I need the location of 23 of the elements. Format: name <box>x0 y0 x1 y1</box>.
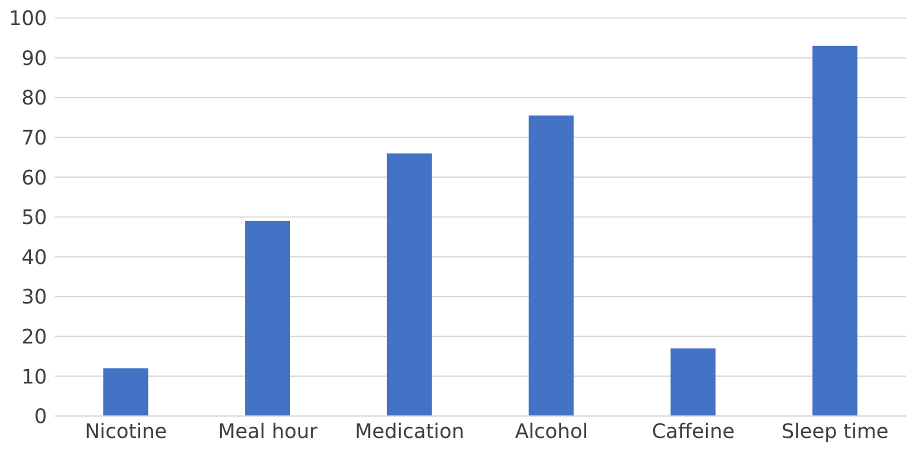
bar <box>103 368 148 416</box>
y-tick-label: 60 <box>22 165 47 190</box>
bar <box>670 348 716 416</box>
x-tick-label: Medication <box>354 419 464 444</box>
y-tick-label: 70 <box>22 126 47 150</box>
x-tick-label: Caffeine <box>652 419 735 444</box>
bar <box>245 220 290 416</box>
bar <box>528 116 574 416</box>
y-tick-label: 0 <box>34 404 47 428</box>
x-tick-label: Alcohol <box>514 419 588 444</box>
y-tick-label: 50 <box>22 205 47 230</box>
y-tick-label: 90 <box>22 46 47 70</box>
y-tick-label: 80 <box>22 86 47 110</box>
x-tick-label: Nicotine <box>84 419 167 444</box>
y-tick-label: 100 <box>8 6 47 30</box>
y-tick-label: 20 <box>22 324 47 348</box>
y-tick-label: 10 <box>22 364 47 388</box>
x-tick-label: Meal hour <box>218 419 318 444</box>
x-tick-label: Sleep time <box>782 419 889 444</box>
y-tick-label: 30 <box>22 284 47 309</box>
y-tick-label: 40 <box>22 244 47 269</box>
bar <box>386 153 432 416</box>
bar <box>812 46 858 416</box>
